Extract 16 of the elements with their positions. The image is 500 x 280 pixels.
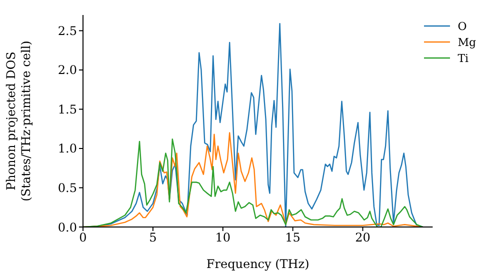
x-tick-label: 0 [79, 230, 87, 245]
legend-label: Mg [458, 36, 476, 48]
y-tick-label: 0.0 [58, 220, 77, 234]
x-tick-label: 10 [215, 230, 231, 245]
x-tick-label: 15 [285, 230, 300, 245]
y-tick-label: 2.5 [58, 24, 77, 38]
y-tick-label: 1.5 [58, 102, 77, 116]
x-axis-title: Frequency (THz) [206, 257, 310, 271]
y-tick-label: 0.5 [58, 181, 77, 195]
x-tick-label: 5 [149, 230, 157, 245]
y-tick-label: 1.0 [58, 142, 77, 156]
x-tick-label: 20 [355, 230, 370, 245]
legend-label: O [458, 20, 467, 32]
y-tick-label: 2.0 [58, 63, 77, 78]
legend-label: Ti [458, 52, 469, 64]
y-axis-title: Phonon projected DOS (States/THz·primitive cell) [4, 40, 33, 202]
